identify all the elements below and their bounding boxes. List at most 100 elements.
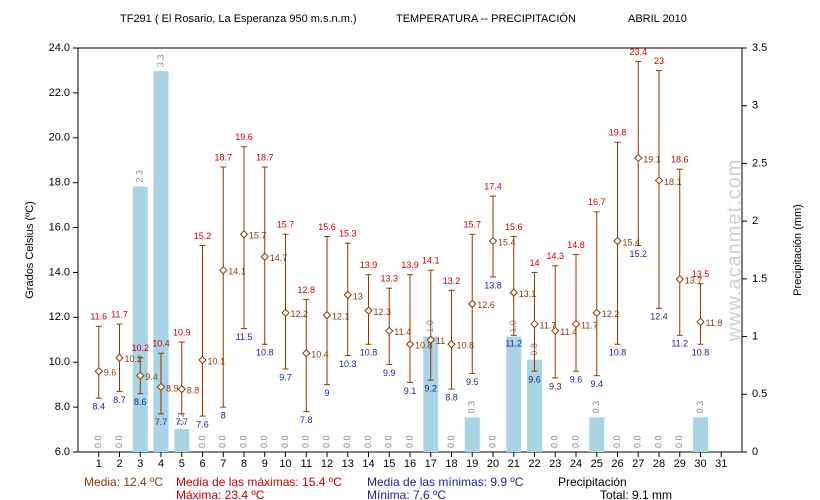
min-label: 13.8 (484, 280, 502, 290)
x-tick-label: 13 (342, 458, 354, 470)
x-tick-label: 15 (383, 458, 395, 470)
mean-marker (509, 288, 518, 297)
x-tick-label: 12 (321, 458, 333, 470)
precip-bar (464, 417, 480, 452)
max-label: 15.7 (463, 220, 481, 230)
mean-marker (343, 290, 352, 300)
mean-marker (696, 317, 705, 327)
mean-marker (260, 252, 269, 261)
x-tick-label: 18 (445, 458, 457, 470)
precip-label: 0.0 (550, 435, 560, 448)
precip-label: 0.0 (384, 435, 394, 448)
mean-label: 10.2 (125, 354, 143, 364)
max-label: 13.5 (692, 269, 710, 279)
mean-marker (156, 382, 166, 392)
max-label: 14.1 (422, 256, 440, 266)
min-label: 7.8 (300, 415, 313, 425)
mean-label: 12.2 (291, 309, 309, 319)
precip-label: 0.0 (446, 435, 456, 448)
min-label: 9.5 (466, 377, 479, 387)
y2-tick-label: 0.5 (752, 388, 767, 400)
mean-label: 12.3 (374, 307, 392, 317)
min-label: 9.6 (528, 375, 541, 385)
chart-title: TEMPERATURA -- PRECIPITACIÓN (396, 12, 576, 25)
chart-title: TF291 ( El Rosario, La Esperanza 950 m.s… (120, 13, 357, 25)
mean-marker (447, 340, 456, 349)
footer-stat: Mínima: 7.6 ºC (367, 488, 446, 500)
max-label: 19.8 (609, 128, 627, 138)
y-tick-label: 20.0 (49, 132, 70, 144)
y2-tick-label: 3 (752, 100, 758, 112)
mean-label: 15.4 (623, 237, 641, 247)
precip-bar (693, 417, 708, 452)
mean-label: 11.4 (394, 327, 411, 337)
mean-marker (94, 366, 103, 376)
x-tick-label: 2 (116, 458, 122, 470)
precip-label: 0.2 (176, 412, 186, 425)
chart-title: ABRIL 2010 (628, 13, 687, 25)
min-label: 10.8 (609, 348, 627, 358)
mean-label: 12.6 (477, 300, 495, 310)
x-tick-label: 31 (715, 458, 727, 470)
mean-label: 10.8 (415, 341, 433, 351)
precip-label: 1.0 (508, 320, 518, 333)
x-tick-label: 14 (362, 458, 374, 470)
max-label: 19.6 (235, 132, 253, 142)
x-tick-label: 16 (404, 458, 416, 470)
mean-label: 11.7 (540, 320, 557, 330)
precip-label: 0.0 (570, 435, 580, 448)
mean-marker (219, 265, 228, 275)
mean-marker (385, 326, 394, 336)
min-label: 10.3 (339, 359, 357, 369)
max-label: 18.7 (256, 152, 274, 162)
footer-stat: Media: 12.4 ºC (84, 475, 163, 489)
max-label: 13.9 (401, 260, 419, 270)
max-label: 18.6 (671, 155, 689, 165)
mean-label: 18.1 (664, 177, 682, 187)
max-label: 11.6 (90, 312, 107, 322)
y2-axis-label: Precipitación (mm) (792, 204, 804, 296)
mean-label: 10.1 (208, 356, 226, 366)
x-tick-label: 11 (301, 458, 312, 470)
y2-tick-label: 1.5 (752, 273, 767, 285)
x-tick-label: 4 (158, 458, 164, 470)
mean-label: 11.8 (706, 318, 723, 328)
mean-marker (302, 349, 311, 358)
y-tick-label: 22.0 (49, 87, 70, 99)
precip-label: 0.0 (93, 435, 103, 448)
x-tick-label: 9 (262, 458, 268, 470)
max-label: 18.7 (214, 152, 232, 162)
y2-tick-label: 3.5 (752, 42, 767, 54)
mean-label: 10.8 (457, 341, 475, 351)
mean-label: 14.1 (228, 267, 246, 277)
x-tick-label: 5 (179, 458, 185, 470)
max-label: 15.3 (339, 229, 357, 239)
max-label: 15.6 (318, 222, 336, 232)
x-tick-label: 22 (528, 458, 540, 470)
precip-label: 0.0 (259, 435, 269, 448)
mean-label: 15.4 (498, 237, 516, 247)
min-label: 9.3 (549, 381, 562, 391)
precip-label: 0.0 (218, 435, 228, 448)
min-label: 9.4 (590, 379, 603, 389)
x-tick-label: 3 (137, 458, 143, 470)
precip-bar (506, 336, 522, 452)
x-tick-label: 26 (611, 458, 623, 470)
max-label: 16.7 (588, 197, 606, 207)
x-tick-label: 17 (425, 458, 437, 470)
min-label: 10.8 (360, 348, 378, 358)
max-label: 10.4 (152, 339, 170, 349)
mean-marker (426, 335, 435, 344)
precip-bar (153, 71, 169, 452)
mean-marker (675, 274, 684, 284)
mean-label: 8.8 (187, 386, 200, 396)
x-tick-label: 27 (632, 458, 644, 470)
footer-stat: Media de las mínimas: 9.9 ºC (367, 475, 524, 489)
min-label: 12.4 (650, 312, 668, 322)
max-label: 15.7 (277, 220, 295, 230)
x-tick-label: 29 (674, 458, 686, 470)
x-tick-label: 6 (199, 458, 205, 470)
max-label: 12.8 (297, 285, 315, 295)
x-tick-label: 7 (220, 458, 226, 470)
